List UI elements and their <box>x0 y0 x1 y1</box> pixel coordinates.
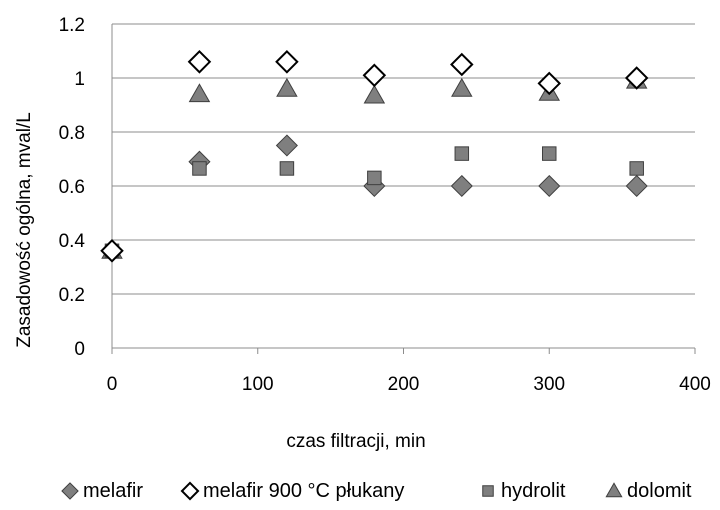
legend-item: hydrolit <box>482 480 566 502</box>
series-melafir <box>100 134 648 262</box>
data-point <box>451 77 473 97</box>
data-point <box>542 146 557 161</box>
y-tick-label: 1.2 <box>59 15 85 36</box>
data-point <box>276 77 298 97</box>
series-dolomit <box>101 69 648 259</box>
data-point <box>279 161 295 176</box>
legend-label: hydrolit <box>501 480 566 502</box>
data-point <box>188 83 211 103</box>
legend-marker <box>180 481 200 501</box>
plot-series <box>100 50 649 263</box>
data-point <box>450 52 474 77</box>
legend-label: melafir <box>83 480 143 502</box>
legend-item: dolomit <box>605 480 692 502</box>
data-point <box>450 174 473 198</box>
data-point <box>275 134 298 157</box>
data-point <box>454 146 470 161</box>
legend-item: melafir 900 °C płukany <box>180 480 404 502</box>
data-point <box>275 50 299 74</box>
legend-item: melafir <box>61 480 143 502</box>
x-axis-title: czas filtracji, min <box>286 431 425 452</box>
legend: melafir melafir 900 °C płukany hydrolit dol… <box>61 480 692 502</box>
x-tick-label: 300 <box>533 374 565 395</box>
series-hydrolit <box>104 146 644 259</box>
data-point <box>100 239 124 263</box>
y-tick-label: 0.6 <box>59 177 85 198</box>
data-point <box>187 50 212 74</box>
y-tick-label: 0 <box>74 339 85 360</box>
data-point <box>192 161 207 176</box>
x-tick-label: 400 <box>679 374 711 395</box>
legend-marker <box>61 482 79 500</box>
legend-marker <box>605 482 623 498</box>
x-tick-label: 200 <box>388 374 420 395</box>
x-tick-label: 0 <box>107 374 118 395</box>
y-axis-title: Zasadowość ogólna, mval/L <box>14 112 35 348</box>
data-point <box>367 170 382 186</box>
x-tick-label: 100 <box>242 374 274 395</box>
tick-labels: 0 0.2 0.4 0.6 0.8 1 1.2 0 100 200 300 400 <box>59 15 711 395</box>
y-tick-label: 1 <box>74 69 85 90</box>
axes <box>111 24 696 354</box>
grid <box>112 23 695 295</box>
y-tick-label: 0.4 <box>59 231 86 252</box>
data-point <box>537 71 562 96</box>
data-point <box>538 174 561 198</box>
data-point <box>362 63 387 88</box>
y-tick-label: 0.8 <box>59 123 85 144</box>
y-tick-label: 0.2 <box>59 285 85 306</box>
data-point <box>629 161 644 176</box>
data-point <box>624 66 649 90</box>
legend-marker <box>482 485 494 497</box>
data-point <box>363 84 386 104</box>
legend-label: dolomit <box>627 480 692 502</box>
series-melafir-900-c-p-ukany <box>100 50 649 263</box>
legend-label: melafir 900 °C płukany <box>203 480 404 502</box>
data-point <box>625 174 648 198</box>
